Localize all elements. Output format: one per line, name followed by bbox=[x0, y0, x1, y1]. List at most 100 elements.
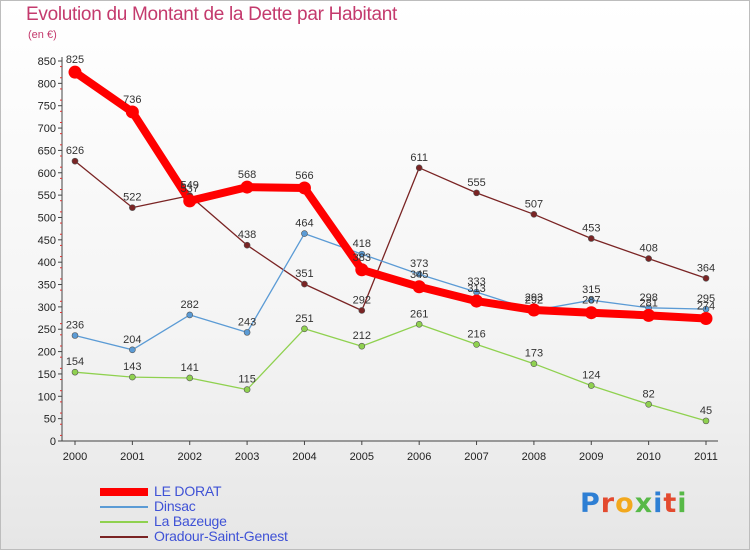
data-point-dinsac bbox=[129, 346, 136, 354]
data-point-dinsac bbox=[71, 332, 79, 339]
data-label-la-bazeuge: 261 bbox=[410, 308, 428, 320]
data-point-le-dorat bbox=[183, 194, 197, 208]
y-tick-label: 700 bbox=[38, 123, 56, 135]
x-tick-label: 2001 bbox=[120, 451, 144, 463]
data-label-oradour-saint-genest: 626 bbox=[66, 145, 84, 157]
x-tick-label: 2003 bbox=[235, 451, 259, 463]
data-labels: 626 522 549 438 351 292 611 555 507 453 408 364 154 1… bbox=[66, 54, 715, 417]
series-line-dinsac bbox=[74, 232, 707, 351]
y-tick-label: 250 bbox=[38, 324, 56, 336]
x-tick-label: 2002 bbox=[177, 451, 201, 463]
data-label-oradour-saint-genest: 351 bbox=[295, 268, 313, 280]
x-tick-label: 2004 bbox=[292, 451, 316, 463]
legend-label: LE DORAT bbox=[154, 483, 222, 499]
data-point-dinsac bbox=[587, 296, 595, 304]
data-label-le-dorat: 825 bbox=[66, 54, 84, 66]
data-point-le-dorat bbox=[584, 306, 598, 320]
y-tick-label: 450 bbox=[38, 235, 56, 247]
data-point-le-dorat bbox=[412, 280, 426, 294]
y-tick-label: 350 bbox=[38, 280, 56, 292]
data-point-oradour-saint-genest bbox=[358, 307, 366, 314]
data-label-le-dorat: 313 bbox=[467, 283, 485, 295]
data-point-dinsac bbox=[243, 329, 251, 336]
data-label-la-bazeuge: 141 bbox=[181, 362, 199, 374]
y-tick-label: 100 bbox=[38, 391, 56, 403]
data-point-oradour-saint-genest bbox=[473, 189, 480, 197]
data-point-la-bazeuge bbox=[186, 374, 194, 382]
legend-swatch-le-dorat bbox=[100, 488, 148, 496]
data-label-oradour-saint-genest: 507 bbox=[525, 198, 543, 210]
data-label-la-bazeuge: 124 bbox=[582, 370, 600, 382]
logo-letter: i bbox=[677, 488, 688, 519]
y-tick-label: 850 bbox=[38, 56, 56, 68]
data-label-oradour-saint-genest: 611 bbox=[410, 152, 428, 164]
legend-swatch-la-bazeuge bbox=[100, 521, 148, 523]
data-label-le-dorat: 274 bbox=[697, 301, 715, 313]
proxiti-logo: Proxiti bbox=[580, 488, 688, 519]
data-point-le-dorat bbox=[470, 294, 484, 308]
data-label-dinsac: 333 bbox=[467, 276, 485, 288]
x-tick-label: 2009 bbox=[579, 451, 603, 463]
x-tick-label: 2008 bbox=[522, 451, 546, 463]
data-label-dinsac: 295 bbox=[697, 293, 715, 305]
data-point-dinsac bbox=[415, 270, 423, 278]
y-tick-label: 550 bbox=[38, 190, 56, 202]
data-point-le-dorat bbox=[68, 65, 82, 79]
legend-label: Dinsac bbox=[154, 498, 196, 514]
data-label-oradour-saint-genest: 364 bbox=[697, 262, 715, 274]
legend-swatch-oradour-saint-genest bbox=[100, 536, 148, 538]
data-point-le-dorat bbox=[125, 105, 139, 119]
data-label-oradour-saint-genest: 453 bbox=[582, 222, 600, 234]
data-point-la-bazeuge bbox=[415, 321, 423, 328]
data-label-dinsac: 243 bbox=[238, 316, 256, 328]
data-label-le-dorat: 293 bbox=[525, 292, 543, 304]
data-label-dinsac: 315 bbox=[582, 284, 600, 296]
y-tick-label: 50 bbox=[44, 414, 56, 426]
x-tick-label: 2007 bbox=[464, 451, 488, 463]
data-label-la-bazeuge: 173 bbox=[525, 348, 543, 360]
series-line-oradour-saint-genest bbox=[74, 160, 707, 312]
y-tick-label: 750 bbox=[38, 101, 56, 113]
data-point-dinsac bbox=[358, 250, 366, 258]
data-label-le-dorat: 537 bbox=[181, 183, 199, 195]
data-point-la-bazeuge bbox=[530, 360, 538, 367]
data-point-oradour-saint-genest bbox=[129, 204, 136, 211]
data-point-oradour-saint-genest bbox=[243, 241, 251, 249]
y-tick-label: 400 bbox=[38, 257, 56, 269]
data-label-la-bazeuge: 154 bbox=[66, 356, 84, 368]
data-point-la-bazeuge bbox=[645, 401, 652, 408]
data-label-la-bazeuge: 115 bbox=[238, 374, 256, 386]
data-point-dinsac bbox=[301, 230, 308, 237]
data-label-oradour-saint-genest: 522 bbox=[123, 192, 141, 204]
data-point-oradour-saint-genest bbox=[530, 211, 538, 218]
y-tick-label: 600 bbox=[38, 168, 56, 180]
data-point-le-dorat bbox=[527, 303, 541, 317]
logo-letter: P bbox=[580, 488, 601, 519]
data-label-le-dorat: 287 bbox=[582, 295, 600, 307]
data-point-oradour-saint-genest bbox=[71, 157, 79, 165]
data-label-dinsac: 282 bbox=[181, 299, 199, 311]
data-label-oradour-saint-genest: 438 bbox=[238, 229, 256, 241]
data-label-le-dorat: 736 bbox=[123, 94, 141, 106]
y-tick-label: 650 bbox=[38, 145, 56, 157]
data-label-la-bazeuge: 251 bbox=[295, 313, 313, 325]
data-point-le-dorat bbox=[355, 263, 369, 277]
data-label-dinsac: 292 bbox=[525, 294, 543, 306]
data-label-le-dorat: 281 bbox=[639, 297, 657, 309]
x-tick-label: 2011 bbox=[694, 451, 718, 463]
data-point-oradour-saint-genest bbox=[415, 164, 423, 172]
data-label-dinsac: 373 bbox=[410, 258, 428, 270]
data-label-le-dorat: 345 bbox=[410, 269, 428, 281]
y-tick-label: 0 bbox=[50, 436, 56, 448]
data-label-la-bazeuge: 143 bbox=[123, 361, 141, 373]
data-point-le-dorat bbox=[699, 312, 713, 326]
data-point-oradour-saint-genest bbox=[645, 255, 652, 262]
data-label-oradour-saint-genest: 292 bbox=[353, 294, 371, 306]
data-point-la-bazeuge bbox=[301, 325, 308, 333]
data-point-oradour-saint-genest bbox=[301, 280, 308, 288]
axes: 0 50 100 150 200 250 300 350 400 450 500 550 600 650 7… bbox=[38, 56, 718, 463]
series-points bbox=[68, 65, 713, 425]
data-label-dinsac: 204 bbox=[123, 334, 141, 346]
data-label-le-dorat: 383 bbox=[353, 252, 371, 264]
data-label-oradour-saint-genest: 549 bbox=[181, 180, 199, 192]
